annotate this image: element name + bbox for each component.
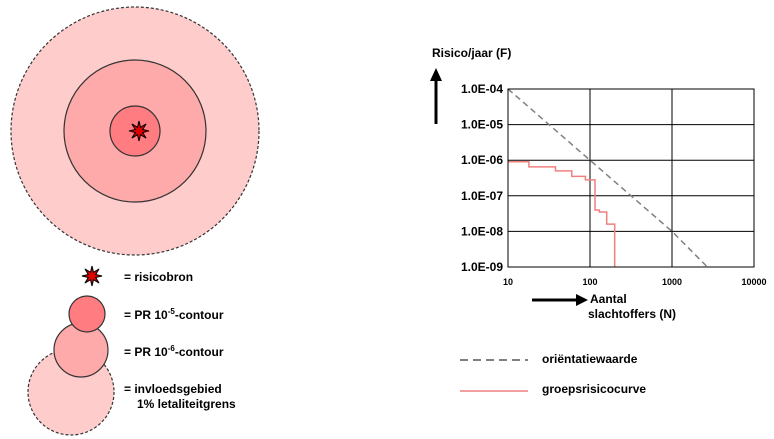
legend-pr-10-5: = PR 10-5-contour	[124, 307, 223, 322]
y-axis-arrow-head	[430, 68, 442, 81]
risk-source-icon	[128, 120, 150, 142]
y-tick-label: 1.0E-04	[461, 82, 503, 96]
plot-frame	[507, 88, 755, 268]
risk-contour-map	[10, 6, 260, 256]
legend-orientation-label: oriëntatiewaarde	[542, 352, 638, 366]
x-axis-arrow-head	[576, 294, 588, 306]
x-axis-title-line1: Aantal	[590, 292, 627, 306]
legend-pr5-suffix: -contour	[174, 308, 224, 322]
y-tick-label: 1.0E-09	[461, 260, 503, 274]
y-tick-label: 1.0E-08	[461, 224, 503, 238]
x-axis-title: Aantal slachtoffers (N)	[588, 292, 677, 322]
fn-chart: 10 100 1000 10000 1.0E-041.0E-051.0E-061.0E…	[430, 68, 767, 392]
legend-pr5-exponent: -5	[167, 307, 175, 316]
pr-10-5-legend-swatch	[68, 295, 106, 333]
risk-source-legend-icon	[81, 265, 103, 287]
legend-group-risk-label: groepsrisicocurve	[542, 382, 647, 396]
legend-risicobron-label: = risicobron	[124, 270, 194, 284]
y-tick-label: 1.0E-06	[461, 153, 503, 167]
x-axis-ticks: 10 100 1000 10000	[503, 277, 767, 287]
series-line-group-risk	[508, 161, 616, 267]
x-tick-label: 10000	[741, 277, 766, 287]
legend-pr6-suffix: -contour	[174, 345, 224, 359]
legend-influence-area: = invloedsgebied 1% letaliteitgrens	[124, 382, 236, 412]
legend-influence-line1: = invloedsgebied	[124, 382, 222, 396]
x-axis-title-line2: slachtoffers (N)	[588, 307, 677, 321]
legend-pr6-exponent: -6	[167, 344, 175, 353]
legend-pr5-prefix: = PR 10	[124, 308, 168, 322]
legend-pr-10-6: = PR 10-6-contour	[124, 344, 223, 359]
legend-risicobron: = risicobron	[124, 270, 193, 284]
y-axis-ticks: 1.0E-04 1.0E-05 1.0E-06 1.0E-07 1.0E-08 1.0E-…	[461, 82, 503, 274]
chart-grid	[508, 89, 754, 267]
x-tick-label: 1000	[662, 277, 682, 287]
legend-pr6-prefix: = PR 10	[124, 345, 168, 359]
map-legend-symbols	[27, 265, 115, 436]
legend-influence-line2: 1% letaliteitgrens	[137, 397, 236, 411]
y-tick-label: 1.0E-07	[461, 189, 503, 203]
series-line-orientation	[507, 88, 708, 268]
y-tick-label: 1.0E-05	[461, 118, 503, 132]
x-tick-label: 10	[503, 277, 513, 287]
y-axis-title: Risico/jaar (F)	[432, 46, 512, 60]
x-tick-label: 100	[582, 277, 597, 287]
series-layer	[507, 88, 708, 268]
